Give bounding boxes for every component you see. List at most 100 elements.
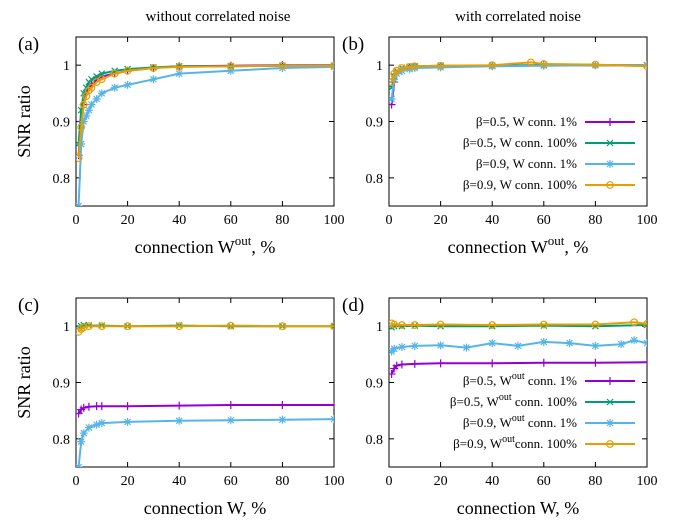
data-point xyxy=(87,83,96,92)
data-point xyxy=(539,320,548,329)
data-point xyxy=(226,66,235,75)
data-point xyxy=(539,61,548,70)
data-point xyxy=(226,416,235,425)
plot-area: 0 20 40 60 80 1 0 0 0.8 0.9 1 connection Wout, % SNR… xyxy=(14,34,658,518)
data-point xyxy=(389,78,396,86)
data-point xyxy=(278,322,287,331)
data-point xyxy=(123,417,132,426)
x-tick-label: 40 xyxy=(485,213,499,228)
data-point xyxy=(110,69,119,78)
panel-0: 0 20 40 60 80 100 0.8 0.9 1 connection Wout, % SNR… xyxy=(14,34,345,257)
x-tick-label: 20 xyxy=(434,474,448,489)
legend-label: β=0.9, Woutconn. 100% xyxy=(453,434,577,451)
data-point xyxy=(84,423,93,432)
plot-frame xyxy=(75,297,335,468)
x-tick-label: 80 xyxy=(275,474,289,489)
x-tick-label: 40 xyxy=(172,213,186,228)
data-point xyxy=(98,70,106,78)
data-point xyxy=(643,358,647,367)
data-point xyxy=(410,359,419,368)
data-point xyxy=(97,402,106,411)
series-3 xyxy=(389,318,647,329)
data-point xyxy=(79,403,88,412)
legend: β=0.5, Wout conn. 1% β=0.5, Wout conn. 10… xyxy=(450,371,635,451)
y-tick-label: 0.9 xyxy=(53,116,71,131)
y-axis-label: SNR ratio xyxy=(14,346,34,419)
series-2 xyxy=(76,415,334,467)
data-point xyxy=(77,123,86,132)
data-point xyxy=(77,140,86,149)
data-point xyxy=(630,336,639,345)
legend-marker xyxy=(606,160,614,168)
data-point xyxy=(527,58,535,67)
data-point xyxy=(436,63,445,72)
series-line xyxy=(390,64,647,105)
series-line xyxy=(77,64,334,145)
legend-label: β=0.5, Wout conn. 100% xyxy=(450,392,577,409)
data-point xyxy=(97,322,106,331)
data-point xyxy=(398,64,406,72)
data-point xyxy=(330,401,334,410)
data-point xyxy=(123,80,132,89)
data-point xyxy=(77,437,86,446)
legend-label: β=0.5, Wout conn. 1% xyxy=(463,371,577,388)
data-point xyxy=(488,321,497,329)
data-point xyxy=(488,339,497,348)
y-tick-label: 1 xyxy=(376,320,383,335)
data-point xyxy=(84,322,93,331)
legend-marker xyxy=(606,139,614,147)
x-tick-label: 60 xyxy=(224,474,238,489)
data-point xyxy=(436,341,445,350)
x-tick-label: 0 xyxy=(386,213,393,228)
panel-label: (d) xyxy=(342,295,364,316)
x-tick-label: 60 xyxy=(537,474,551,489)
y-tick-label: 0.9 xyxy=(366,377,384,392)
data-point xyxy=(630,318,638,327)
y-tick-label: 0.9 xyxy=(366,116,384,131)
data-point xyxy=(330,322,334,330)
data-point xyxy=(278,401,287,410)
data-point xyxy=(76,154,83,163)
legend-label: β=0.9, W conn. 1% xyxy=(476,156,577,171)
data-point xyxy=(79,429,88,438)
data-point xyxy=(643,62,647,71)
data-point xyxy=(591,341,600,350)
data-point xyxy=(436,320,445,329)
data-point xyxy=(392,361,401,370)
series-line xyxy=(77,404,334,415)
x-axis-label: connection W, % xyxy=(144,498,266,518)
data-point xyxy=(175,401,184,410)
data-point xyxy=(278,61,287,70)
series-2 xyxy=(76,62,334,206)
series-line xyxy=(390,64,647,100)
series-line xyxy=(77,324,334,333)
data-point xyxy=(617,340,626,349)
data-point xyxy=(97,419,106,428)
x-axis-label: connection Wout, % xyxy=(448,233,589,257)
data-point xyxy=(330,415,334,424)
data-point xyxy=(123,322,132,331)
y-tick-label: 1 xyxy=(63,320,70,335)
data-point xyxy=(539,337,548,346)
x-axis-label: connection W, % xyxy=(457,498,579,518)
legend-marker xyxy=(606,398,614,406)
data-point xyxy=(79,117,88,126)
x-tick-label: 80 xyxy=(588,474,602,489)
data-point xyxy=(97,75,106,84)
data-point xyxy=(87,100,96,109)
x-tick-label: 60 xyxy=(537,213,551,228)
x-tick-label: 0 xyxy=(386,474,393,489)
column-title-right: with correlated noise xyxy=(455,9,581,25)
data-point xyxy=(410,62,419,71)
y-tick-label: 0.8 xyxy=(53,433,71,448)
x-tick-label: 20 xyxy=(121,474,135,489)
column-title-left: without correlated noise xyxy=(146,9,291,25)
data-point xyxy=(436,359,445,368)
data-point xyxy=(488,359,497,368)
data-point xyxy=(97,89,106,98)
data-point xyxy=(79,323,88,332)
y-tick-label: 0.8 xyxy=(366,172,384,187)
panel-label: (a) xyxy=(18,34,39,55)
data-point xyxy=(92,94,101,103)
x-tick-label: 0 xyxy=(73,213,80,228)
